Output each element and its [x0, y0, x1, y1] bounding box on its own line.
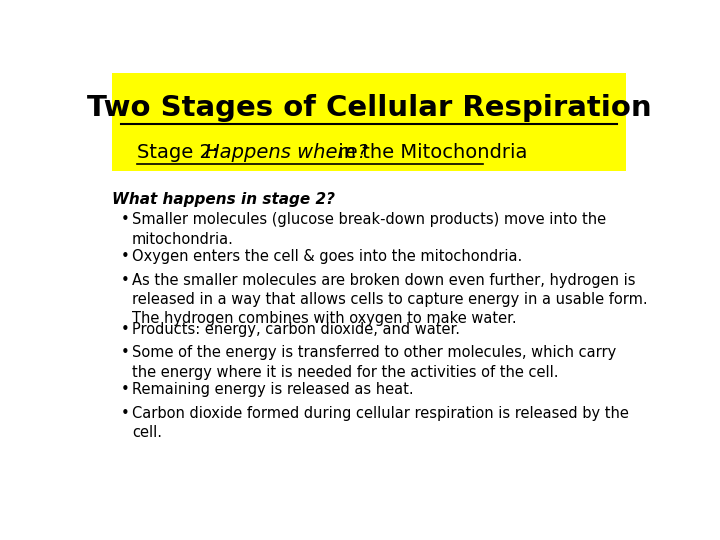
- Text: •: •: [121, 273, 130, 288]
- Text: Oxygen enters the cell & goes into the mitochondria.: Oxygen enters the cell & goes into the m…: [132, 249, 522, 264]
- Text: •: •: [121, 382, 130, 397]
- Text: Smaller molecules (glucose break-down products) move into the
mitochondria.: Smaller molecules (glucose break-down pr…: [132, 212, 606, 247]
- FancyBboxPatch shape: [112, 73, 626, 171]
- Text: Remaining energy is released as heat.: Remaining energy is released as heat.: [132, 382, 413, 397]
- Text: Two Stages of Cellular Respiration: Two Stages of Cellular Respiration: [86, 94, 652, 123]
- Text: Some of the energy is transferred to other molecules, which carry
the energy whe: Some of the energy is transferred to oth…: [132, 346, 616, 380]
- Text: •: •: [121, 406, 130, 421]
- Text: Products: energy, carbon dioxide, and water.: Products: energy, carbon dioxide, and wa…: [132, 322, 460, 337]
- Text: Stage 2:: Stage 2:: [138, 143, 225, 161]
- Text: •: •: [121, 346, 130, 361]
- Text: •: •: [121, 212, 130, 227]
- Text: Carbon dioxide formed during cellular respiration is released by the
cell.: Carbon dioxide formed during cellular re…: [132, 406, 629, 440]
- Text: •: •: [121, 249, 130, 264]
- Text: in the Mitochondria: in the Mitochondria: [332, 143, 527, 161]
- Text: What happens in stage 2?: What happens in stage 2?: [112, 192, 336, 207]
- Text: Happens where?: Happens where?: [205, 143, 368, 161]
- Text: •: •: [121, 322, 130, 337]
- Text: As the smaller molecules are broken down even further, hydrogen is
released in a: As the smaller molecules are broken down…: [132, 273, 647, 326]
